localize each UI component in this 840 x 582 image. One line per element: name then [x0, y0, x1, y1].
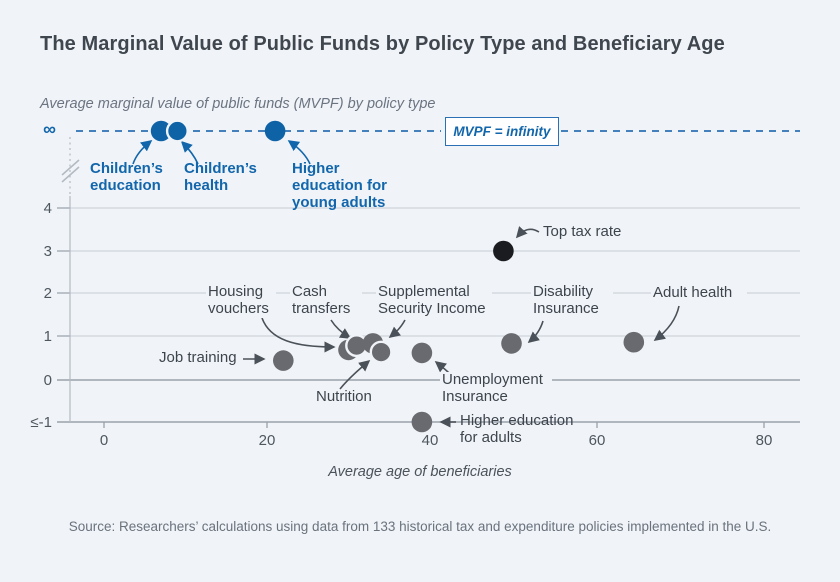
arrow-nutrition — [339, 359, 371, 390]
y-tick-infinity: ∞ — [43, 119, 56, 139]
arrow-top-tax — [515, 226, 540, 239]
y-tick-neg1: ≤-1 — [30, 414, 52, 431]
arrow-higher-ed-young — [287, 140, 311, 165]
y-axis — [61, 137, 80, 422]
x-axis-title: Average age of beneficiaries — [328, 464, 512, 480]
label-higher-ed-young: Higher education for young adults — [292, 160, 388, 211]
label-nutrition: Nutrition — [316, 388, 372, 405]
annotation-arrows — [132, 140, 680, 428]
axis-break-mark — [61, 159, 80, 176]
x-axis-ticks — [103, 422, 765, 428]
point-job-training — [273, 350, 294, 371]
page-title: The Marginal Value of Public Funds by Po… — [40, 33, 725, 55]
point-adult-health — [623, 331, 645, 353]
x-tick-40: 40 — [421, 432, 439, 449]
arrow-housing-vouchers — [261, 317, 336, 353]
label-disability: Disability Insurance — [531, 283, 613, 318]
point-children-s-health — [165, 119, 189, 143]
label-unemployment: Unemployment Insurance — [440, 371, 552, 406]
point-disability-insurance — [501, 333, 522, 354]
label-childrens-health: Children’s health — [184, 160, 257, 194]
point-nutrition — [369, 340, 393, 364]
point-children-s-education — [150, 120, 172, 142]
data-points — [150, 119, 645, 433]
point-higher-education-for-young-adults — [264, 120, 286, 142]
arrow-disability — [527, 320, 544, 344]
arrow-ssi — [388, 319, 406, 338]
label-housing-vouchers: Housing vouchers — [206, 283, 276, 318]
arrow-cash-transfers — [330, 319, 352, 339]
x-tick-80: 80 — [755, 432, 773, 449]
label-childrens-education: Children’s education — [90, 160, 163, 194]
axis-break-mark — [61, 166, 80, 183]
y-axis-note: Average marginal value of public funds (… — [40, 96, 436, 112]
point-higher-education-for-adults — [411, 411, 433, 433]
label-job-training: Job training — [159, 349, 237, 366]
label-adult-health: Adult health — [651, 284, 747, 302]
y-tick-3: 3 — [43, 243, 52, 260]
label-ssi: Supplemental Security Income — [376, 283, 492, 318]
x-tick-20: 20 — [258, 432, 276, 449]
arrow-childrens-health — [180, 140, 199, 165]
y-tick-1: 1 — [43, 328, 52, 345]
label-cash-transfers: Cash transfers — [290, 283, 362, 318]
y-tick-0: 0 — [43, 372, 52, 389]
label-higher-ed-adults: Higher education for adults — [460, 412, 574, 446]
y-tick-4: 4 — [43, 200, 52, 217]
y-tick-2: 2 — [43, 285, 52, 302]
point-unemployment-insurance — [411, 342, 433, 364]
x-tick-0: 0 — [99, 432, 109, 449]
arrow-childrens-education — [132, 140, 153, 165]
x-tick-60: 60 — [588, 432, 606, 449]
point-top-tax-rate — [493, 240, 514, 262]
mvpf-infinity-callout: MVPF = infinity — [445, 117, 559, 146]
arrow-adult-health — [653, 305, 680, 341]
label-top-tax: Top tax rate — [543, 223, 622, 240]
source-note: Source: Researchers’ calculations using … — [68, 519, 772, 534]
